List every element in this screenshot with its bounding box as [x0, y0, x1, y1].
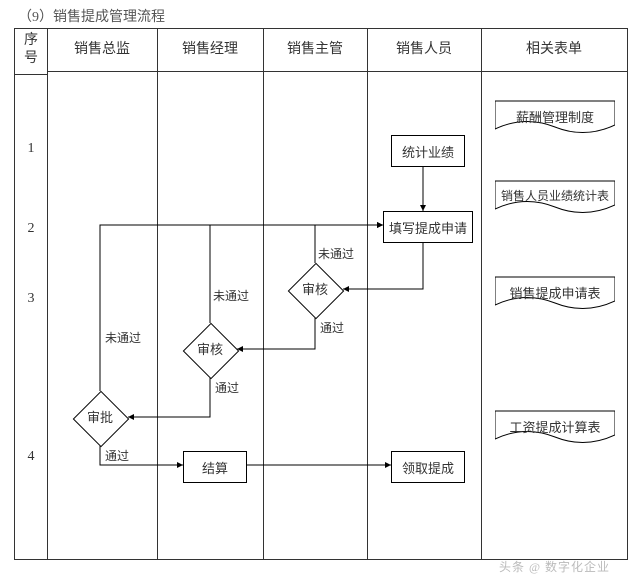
node-settle: 结算 — [183, 451, 247, 483]
lbl-r2-fail: 未通过 — [213, 287, 249, 304]
page-title: （9）销售提成管理流程 — [18, 6, 165, 26]
doc-2: 销售人员业绩统计表 — [495, 179, 615, 215]
node-review2: 审核 — [183, 323, 237, 377]
col-director: 销售总监 — [47, 29, 157, 72]
col-staff: 销售人员 — [367, 29, 481, 72]
node-receive: 领取提成 — [391, 451, 465, 483]
col-supervisor: 销售主管 — [263, 29, 367, 72]
lbl-r1-fail: 未通过 — [318, 245, 354, 262]
col-forms: 相关表单 — [481, 29, 627, 72]
node-review1: 审核 — [288, 263, 342, 317]
node-approve: 审批 — [73, 391, 127, 445]
lbl-r1-pass: 通过 — [320, 319, 344, 336]
doc-3: 销售提成申请表 — [495, 275, 615, 311]
lbl-r2-pass: 通过 — [215, 379, 239, 396]
row-1: 1 — [15, 141, 47, 157]
row-2: 2 — [15, 221, 47, 237]
col-seq: 序号 — [15, 29, 47, 75]
doc-4: 工资提成计算表 — [495, 409, 615, 445]
row-3: 3 — [15, 291, 47, 307]
lbl-ap-pass: 通过 — [105, 447, 129, 464]
flowchart-frame: 序号 销售总监 销售经理 销售主管 销售人员 相关表单 1 2 3 4 — [14, 28, 628, 560]
node-apply: 填写提成申请 — [383, 211, 473, 243]
col-manager: 销售经理 — [157, 29, 263, 72]
doc-1: 薪酬管理制度 — [495, 99, 615, 135]
node-stat: 统计业绩 — [391, 135, 465, 167]
row-4: 4 — [15, 449, 47, 465]
watermark: 头条 @ 数字化企业 — [499, 558, 610, 575]
lbl-ap-fail: 未通过 — [105, 329, 141, 346]
